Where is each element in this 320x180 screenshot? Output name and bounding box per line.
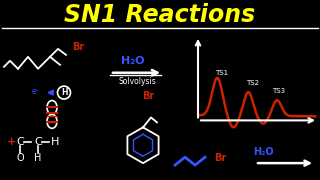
Text: H: H (61, 88, 67, 97)
Text: C: C (16, 137, 24, 147)
Text: H₂O: H₂O (121, 56, 145, 66)
Text: e⁻: e⁻ (31, 87, 40, 96)
Text: TS1: TS1 (215, 70, 228, 76)
Text: TS2: TS2 (246, 80, 259, 86)
Text: O: O (16, 153, 24, 163)
Text: Br: Br (214, 153, 226, 163)
Text: +: + (7, 137, 17, 147)
Text: C: C (34, 137, 42, 147)
Text: Br: Br (142, 91, 154, 101)
Text: H₂O: H₂O (253, 147, 273, 157)
Text: H: H (51, 137, 59, 147)
Text: H: H (34, 153, 42, 163)
Text: TS3: TS3 (272, 88, 285, 94)
Text: Solvolysis: Solvolysis (118, 77, 156, 86)
Text: Br: Br (72, 42, 84, 52)
Text: SN1 Reactions: SN1 Reactions (64, 3, 256, 27)
